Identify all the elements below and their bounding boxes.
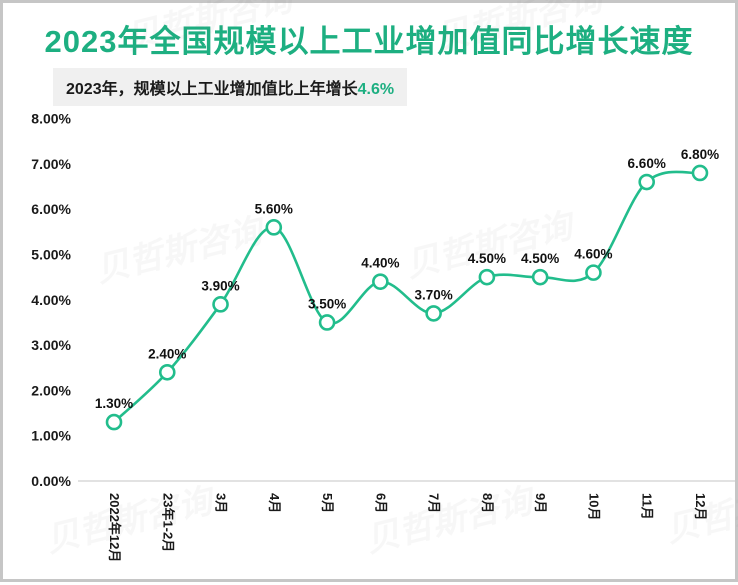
data-point-label: 3.70% bbox=[414, 287, 452, 302]
x-tick-label: 3月 bbox=[214, 493, 229, 513]
x-tick-label: 23年1-2月 bbox=[160, 493, 175, 552]
data-point-label: 4.50% bbox=[521, 251, 559, 266]
series-line bbox=[113, 170, 701, 424]
y-tick-label: 4.00% bbox=[31, 292, 71, 308]
x-tick-label: 12月 bbox=[693, 493, 708, 520]
subtitle-callout: 2023年，规模以上工业增加值比上年增长4.6% bbox=[53, 68, 408, 106]
data-point-label: 6.80% bbox=[681, 147, 719, 162]
data-point-marker bbox=[585, 264, 602, 281]
y-tick-label: 8.00% bbox=[31, 111, 71, 127]
x-tick-label: 9月 bbox=[533, 493, 548, 513]
data-point-marker bbox=[372, 273, 389, 290]
data-point-marker bbox=[318, 314, 336, 331]
x-tick-label: 10月 bbox=[586, 493, 601, 520]
y-tick-label: 2.00% bbox=[31, 382, 71, 398]
data-point-label: 3.90% bbox=[201, 278, 239, 293]
data-point-marker bbox=[691, 164, 709, 182]
x-tick-label: 8月 bbox=[480, 493, 495, 513]
data-point-label: 1.30% bbox=[95, 396, 133, 411]
data-point-label: 2.40% bbox=[148, 346, 186, 361]
line-chart: 0.00% 1.00% 2.00% 3.00% 4.00% 5.00% 6.00% 7.00%… bbox=[31, 111, 735, 562]
data-point-marker bbox=[158, 363, 176, 381]
data-point-label: 5.60% bbox=[255, 201, 293, 216]
data-point-marker bbox=[265, 219, 283, 236]
data-point-label: 6.60% bbox=[628, 156, 666, 171]
y-tick-label: 0.00% bbox=[31, 473, 71, 489]
data-point-marker bbox=[425, 305, 442, 322]
y-tick-label: 6.00% bbox=[31, 201, 71, 217]
data-point-marker bbox=[531, 268, 549, 286]
data-point-label: 4.40% bbox=[361, 256, 399, 271]
y-tick-label: 7.00% bbox=[31, 156, 71, 172]
y-tick-label: 5.00% bbox=[31, 247, 71, 263]
data-point-label: 4.50% bbox=[468, 251, 506, 266]
subtitle-text: 2023年，规模以上工业增加值比上年增长 bbox=[66, 81, 358, 98]
page-title: 2023年全国规模以上工业增加值同比增长速度 bbox=[44, 24, 694, 59]
subtitle-highlight-value: 4.6% bbox=[357, 81, 395, 98]
data-point-marker bbox=[212, 296, 229, 313]
x-tick-label: 6月 bbox=[373, 493, 388, 513]
y-tick-label: 3.00% bbox=[31, 337, 71, 353]
data-point-marker bbox=[478, 268, 496, 286]
x-tick-label: 2022年12月 bbox=[107, 493, 122, 562]
data-point-label: 3.50% bbox=[308, 296, 346, 311]
y-tick-label: 1.00% bbox=[31, 428, 71, 444]
x-tick-label: 5月 bbox=[320, 493, 335, 513]
data-point-marker bbox=[105, 413, 123, 431]
data-point-marker bbox=[638, 173, 656, 191]
x-tick-label: 4月 bbox=[267, 493, 282, 513]
x-tick-label: 7月 bbox=[427, 493, 442, 513]
data-point-label: 4.60% bbox=[574, 247, 612, 262]
x-tick-label: 11月 bbox=[640, 493, 655, 520]
